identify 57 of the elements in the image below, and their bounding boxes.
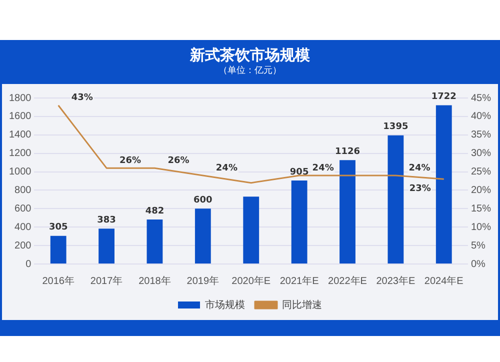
y2-tick-label: 30% (470, 148, 492, 160)
y-tick-label: 800 (14, 184, 32, 196)
bar (436, 105, 452, 264)
y-tick-label: 600 (14, 203, 32, 214)
y2-tick-label: 15% (470, 203, 492, 214)
x-tick-label: 2024年E (424, 274, 464, 287)
data-label: 26% (120, 156, 142, 166)
x-tick-label: 2020年E (232, 274, 271, 287)
y-tick-label: 0 (26, 258, 32, 270)
y-tick-label: 1000 (8, 166, 32, 178)
data-label: 23% (409, 184, 431, 194)
x-tick-label: 2022年E (328, 274, 368, 287)
y2-tick-label: 20% (470, 184, 492, 196)
data-label: 26% (168, 156, 190, 166)
y-tick-label: 200 (14, 240, 32, 252)
chart-subtitle: （单位：亿元） (218, 64, 282, 78)
data-label: 1126 (334, 147, 360, 157)
data-label: 383 (97, 216, 116, 226)
y2-tick-label: 35% (470, 130, 492, 141)
y2-tick-label: 10% (470, 222, 492, 233)
bar (50, 236, 66, 264)
x-tick-label: 2019年 (186, 274, 220, 287)
y2-tick-label: 25% (470, 166, 492, 178)
y2-tick-label: 0% (470, 258, 486, 270)
data-label: 1722 (431, 92, 456, 102)
bar (340, 160, 356, 264)
data-label: 600 (194, 196, 212, 206)
bar (194, 208, 211, 264)
data-label: 905 (290, 167, 309, 178)
chart-title: 新式茶饮市场规模 (188, 45, 311, 64)
x-tick-label: 2017年 (90, 274, 123, 287)
x-tick-label: 2021年E (280, 274, 320, 287)
y2-tick-label: 5% (470, 240, 486, 252)
x-tick-label: 2023年E (376, 274, 416, 287)
bar (243, 196, 260, 264)
bar (98, 228, 114, 264)
bar (291, 180, 308, 264)
legend-label: 同比增速 (282, 298, 322, 311)
legend-label: 市场规模 (205, 298, 245, 311)
y-tick-label: 1200 (8, 148, 32, 160)
y2-tick-label: 45% (470, 92, 492, 104)
y-tick-label: 1600 (8, 111, 32, 122)
data-label: 1395 (383, 122, 408, 132)
x-tick-label: 2018年 (138, 274, 171, 287)
data-label: 24% (408, 163, 430, 174)
y-tick-label: 1400 (8, 130, 32, 141)
data-label: 305 (48, 222, 68, 233)
data-label: 482 (145, 206, 164, 216)
bar (388, 135, 404, 264)
y-tick-label: 400 (14, 222, 32, 233)
data-label: 43% (71, 93, 93, 104)
data-label: 24% (312, 163, 334, 174)
x-tick-label: 2016年 (42, 274, 74, 287)
bar (146, 220, 163, 264)
y2-tick-label: 40% (470, 111, 492, 122)
data-label: 24% (216, 163, 238, 174)
y-tick-label: 1800 (8, 92, 32, 104)
